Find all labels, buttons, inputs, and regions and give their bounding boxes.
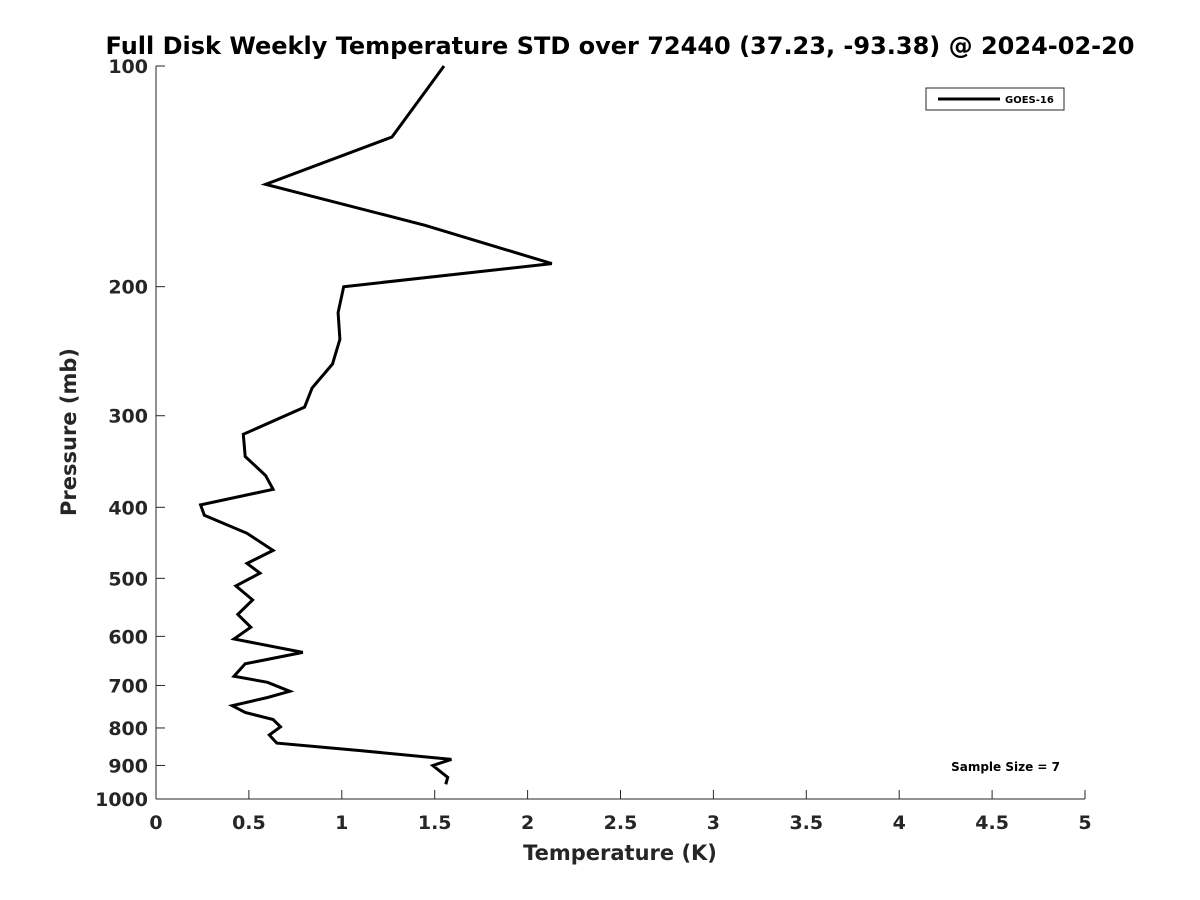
y-axis-label: Pressure (mb) — [57, 348, 81, 516]
x-tick-label: 2.5 — [604, 812, 638, 834]
x-tick-label: 0 — [149, 812, 162, 834]
y-tick-label: 100 — [108, 56, 148, 78]
y-tick-label: 1000 — [95, 789, 148, 811]
x-tick-label: 5 — [1078, 812, 1091, 834]
axes — [155, 66, 1085, 800]
x-tick-label: 4.5 — [975, 812, 1009, 834]
legend-label-goes-16: GOES-16 — [1005, 95, 1054, 106]
sample-size-annotation: Sample Size = 7 — [951, 760, 1060, 774]
y-tick-label: 500 — [108, 568, 148, 590]
y-tick-label: 600 — [108, 626, 148, 648]
y-tick-label: 300 — [108, 406, 148, 428]
x-tick-label: 3 — [707, 812, 720, 834]
y-tick-label: 800 — [108, 718, 148, 740]
x-tick-label: 2 — [521, 812, 534, 834]
x-tick-label: 1.5 — [418, 812, 452, 834]
y-tick-label: 900 — [108, 755, 148, 777]
x-tick-label: 1 — [335, 812, 348, 834]
chart-title: Full Disk Weekly Temperature STD over 72… — [106, 32, 1135, 60]
y-ticks: 100 200 300 400 500 600 700 800 900 1000 — [95, 56, 165, 811]
x-tick-label: 0.5 — [232, 812, 266, 834]
series-lines — [198, 65, 553, 785]
x-axis-label: Temperature (K) — [523, 841, 717, 865]
series-line-goes-16 — [198, 65, 553, 785]
y-tick-label: 400 — [108, 497, 148, 519]
y-tick-label: 200 — [108, 277, 148, 299]
x-ticks: 0 0.5 1 1.5 2 2.5 3 3.5 4 4.5 5 — [149, 790, 1092, 834]
legend: GOES-16 — [925, 87, 1065, 111]
y-tick-label: 700 — [108, 675, 148, 697]
x-tick-label: 4 — [893, 812, 906, 834]
x-tick-label: 3.5 — [789, 812, 823, 834]
